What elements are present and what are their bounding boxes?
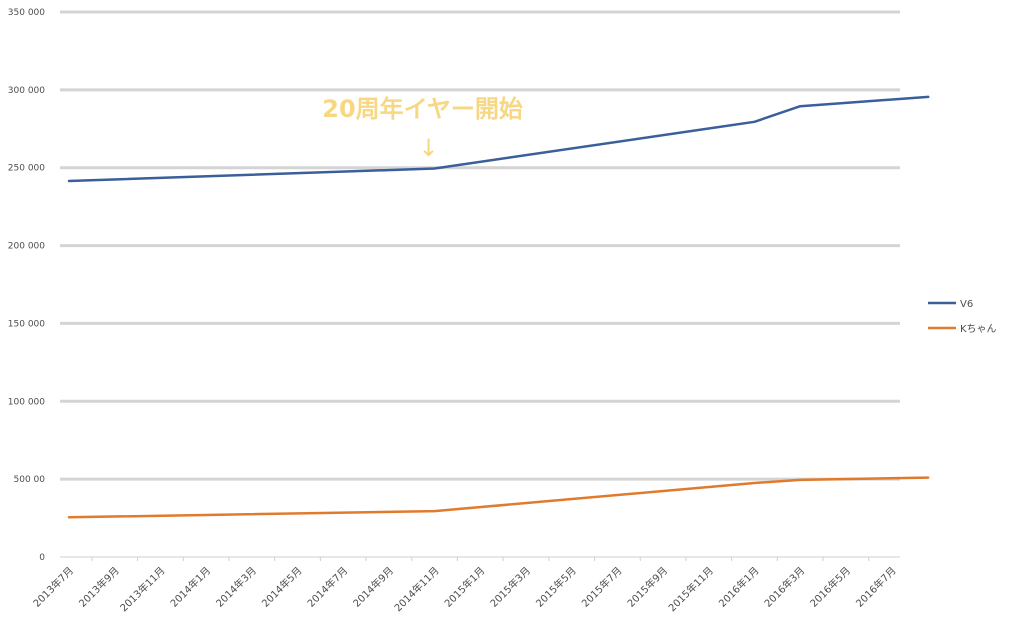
x-tick-label: 2016年7月 xyxy=(853,564,899,610)
x-tick-label: 2013年7月 xyxy=(30,564,76,610)
x-tick-label: 2015年7月 xyxy=(579,564,625,610)
legend-label: Kちゃん xyxy=(960,323,997,335)
x-tick-label: 2013年9月 xyxy=(76,564,122,610)
grid-lines xyxy=(60,10,900,481)
y-tick-label: 350 000 xyxy=(8,8,45,18)
x-tick-label: 2015年5月 xyxy=(533,564,579,610)
y-tick-label: 0 xyxy=(39,553,45,563)
y-tick-label: 500 00 xyxy=(14,475,46,485)
annotation-arrow: ↓ xyxy=(419,134,439,162)
series-line-Kちゃん xyxy=(67,476,930,519)
x-tick-label: 2016年3月 xyxy=(761,564,807,610)
x-tick-label: 2014年9月 xyxy=(350,564,396,610)
x-tick-label: 2015年1月 xyxy=(442,564,488,610)
x-tick-label: 2014年1月 xyxy=(167,564,213,610)
x-tick-label: 2014年5月 xyxy=(259,564,305,610)
x-tick-label: 2016年1月 xyxy=(716,564,762,610)
x-tick-label: 2015年3月 xyxy=(487,564,533,610)
x-tick-label: 2013年11月 xyxy=(117,564,167,614)
y-tick-label: 100 000 xyxy=(8,397,45,407)
x-tick-label: 2015年9月 xyxy=(624,564,670,610)
x-tick-label: 2016年5月 xyxy=(807,564,853,610)
y-tick-label: 250 000 xyxy=(8,164,45,174)
series-lines xyxy=(67,95,930,519)
y-tick-label: 200 000 xyxy=(8,242,45,252)
x-tick-label: 2014年7月 xyxy=(304,564,350,610)
x-tick-label: 2015年11月 xyxy=(666,564,716,614)
x-tick-label: 2014年3月 xyxy=(213,564,259,610)
y-axis-labels: 0 500 00 100 000 150 000 200 000 250 000 300 0… xyxy=(8,8,45,563)
legend-label: V6 xyxy=(960,299,973,310)
y-tick-label: 150 000 xyxy=(8,319,45,329)
annotation-text: 20周年イヤー開始 xyxy=(322,95,523,123)
series-line-V6 xyxy=(67,95,930,183)
x-tick-label: 2014年11月 xyxy=(391,564,441,614)
legend: V6 Kちゃん xyxy=(928,299,997,335)
y-tick-label: 300 000 xyxy=(8,86,45,96)
annotation: 20周年イヤー開始 ↓ xyxy=(322,95,523,162)
